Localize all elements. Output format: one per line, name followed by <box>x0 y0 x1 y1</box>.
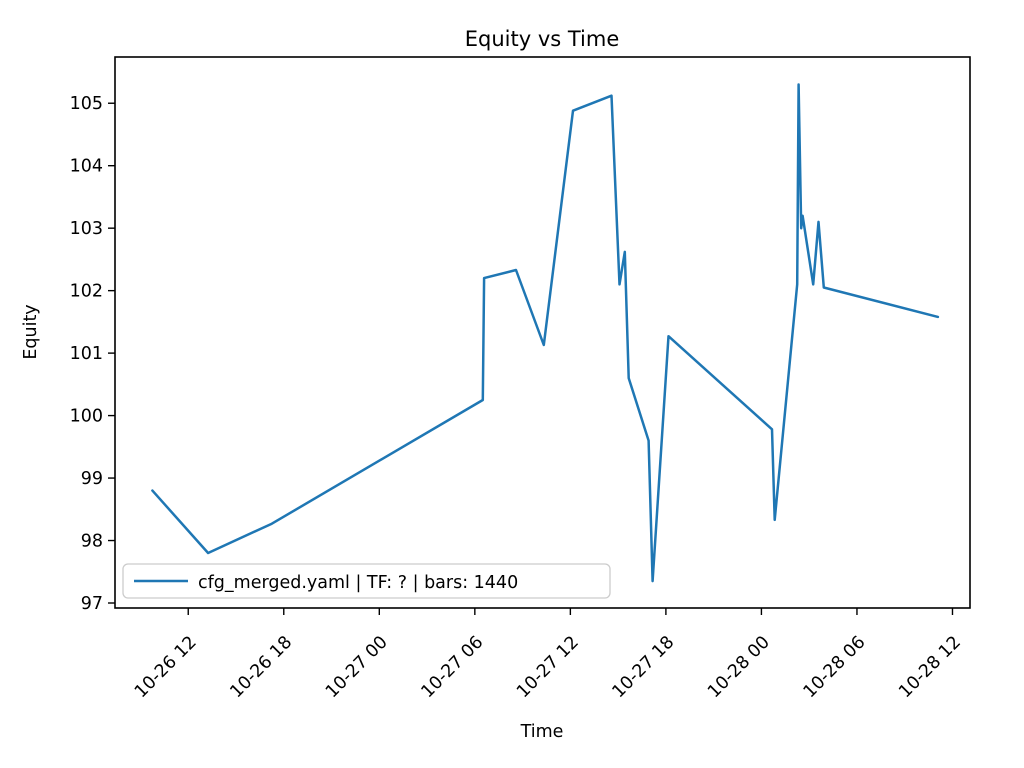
y-tick-label: 104 <box>70 157 103 177</box>
x-tick-label: 10-26 12 <box>131 632 201 702</box>
x-axis-ticks: 10-26 12 10-26 18 10-27 00 10-27 06 10-27 12… <box>131 608 965 702</box>
y-axis-ticks: 97 98 99 100 101 102 103 104 105 <box>70 94 115 614</box>
x-tick-label: 10-27 18 <box>609 632 679 702</box>
chart-title: Equity vs Time <box>465 27 620 51</box>
y-tick-label: 100 <box>70 407 103 427</box>
x-tick-label: 10-26 18 <box>227 632 297 702</box>
y-tick-label: 101 <box>70 344 103 364</box>
x-axis-label: Time <box>520 722 564 742</box>
y-tick-label: 105 <box>70 94 103 114</box>
legend-label: cfg_merged.yaml | TF: ? | bars: 1440 <box>198 573 518 593</box>
y-tick-label: 98 <box>81 532 103 552</box>
legend: cfg_merged.yaml | TF: ? | bars: 1440 <box>122 563 611 599</box>
y-axis-label: Equity <box>21 304 41 359</box>
legend-box <box>122 563 611 599</box>
x-tick-label: 10-27 00 <box>322 632 392 702</box>
x-tick-label: 10-28 12 <box>895 632 965 702</box>
plot-area <box>114 56 971 609</box>
equity-line-series <box>151 83 940 583</box>
x-tick-label: 10-28 00 <box>704 632 774 702</box>
y-tick-label: 103 <box>70 219 103 239</box>
series-path <box>151 83 940 583</box>
x-tick-label: 10-28 06 <box>800 632 870 702</box>
y-tick-label: 102 <box>70 282 103 302</box>
x-tick-label: 10-27 06 <box>418 632 488 702</box>
y-tick-label: 97 <box>81 594 103 614</box>
x-tick-label: 10-27 12 <box>513 632 583 702</box>
y-tick-label: 99 <box>81 469 103 489</box>
